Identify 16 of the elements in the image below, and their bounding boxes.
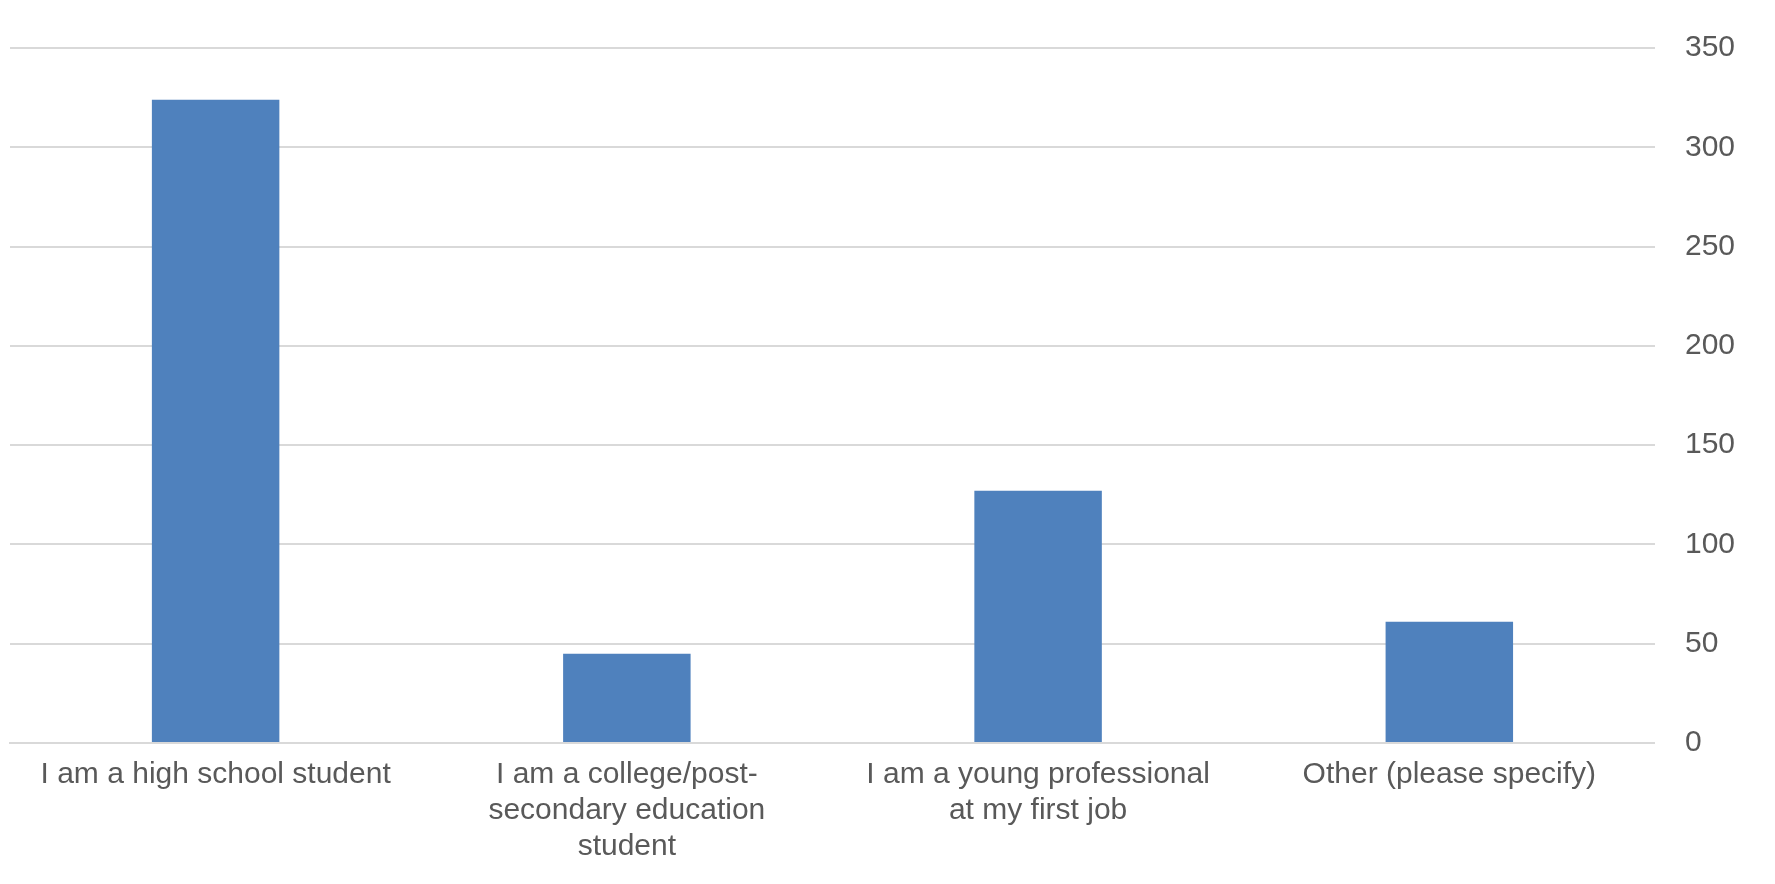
bar (974, 490, 1102, 742)
y-tick-label: 350 (1684, 29, 1736, 63)
y-tick-label: 300 (1684, 128, 1736, 162)
bar (563, 653, 691, 742)
x-tick-label: Other (please specify) (1302, 756, 1597, 790)
y-tick-label: 50 (1684, 624, 1719, 658)
bar (151, 99, 280, 742)
y-tick-label: 200 (1684, 327, 1736, 361)
y-tick-label: 250 (1684, 227, 1736, 261)
bar (1385, 621, 1514, 742)
x-tick-label: I am a college/post-secondary education student (488, 756, 766, 862)
x-tick-label: I am a high school student (40, 756, 392, 790)
y-tick-label: 100 (1684, 525, 1736, 559)
x-tick-label: I am a young professional at my first job (866, 756, 1210, 826)
y-tick-label: 0 (1684, 724, 1702, 758)
y-tick-label: 150 (1684, 426, 1736, 460)
